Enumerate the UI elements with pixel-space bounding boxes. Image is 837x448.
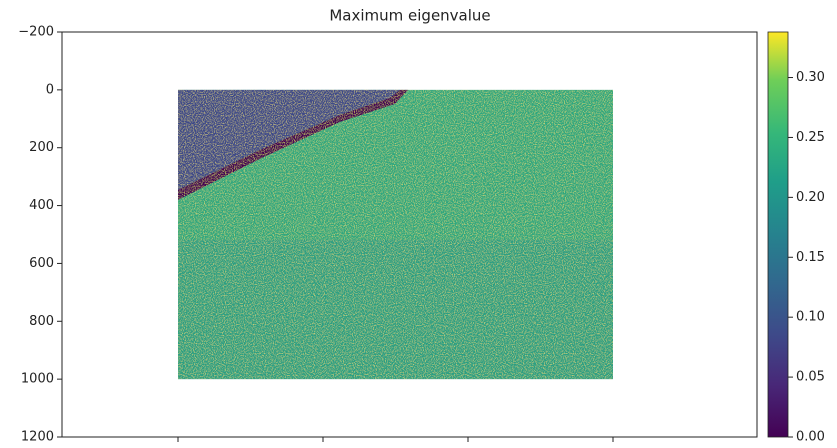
colorbar-tick-label: 0.00 [796,430,825,445]
colorbar-tick-label: 0.30 [796,70,825,85]
axes-frame [61,31,758,438]
image [178,89,613,380]
image-region [178,89,400,190]
colorbar-tick-label: 0.20 [796,190,825,205]
y-tick-label: 600 [29,256,54,271]
y-tick-label: 1200 [21,430,54,445]
image-region [178,239,613,380]
y-tick-label: 200 [29,140,54,155]
y-tick-label: 800 [29,314,54,329]
colorbar [767,31,789,438]
image-region [178,89,408,200]
colorbar-tick-label: 0.05 [796,370,825,385]
colorbar-tick-label: 0.25 [796,130,825,145]
y-tick-label: 0 [46,82,54,97]
colorbar-tick-label: 0.15 [796,250,825,265]
y-tick-label: 1000 [21,372,54,387]
y-tick-label: −200 [18,25,54,40]
x-ticks [177,437,614,442]
y-tick-label: 400 [29,198,54,213]
colorbar-tick-label: 0.10 [796,310,825,325]
chart-title: Maximum eigenvalue [329,7,490,25]
